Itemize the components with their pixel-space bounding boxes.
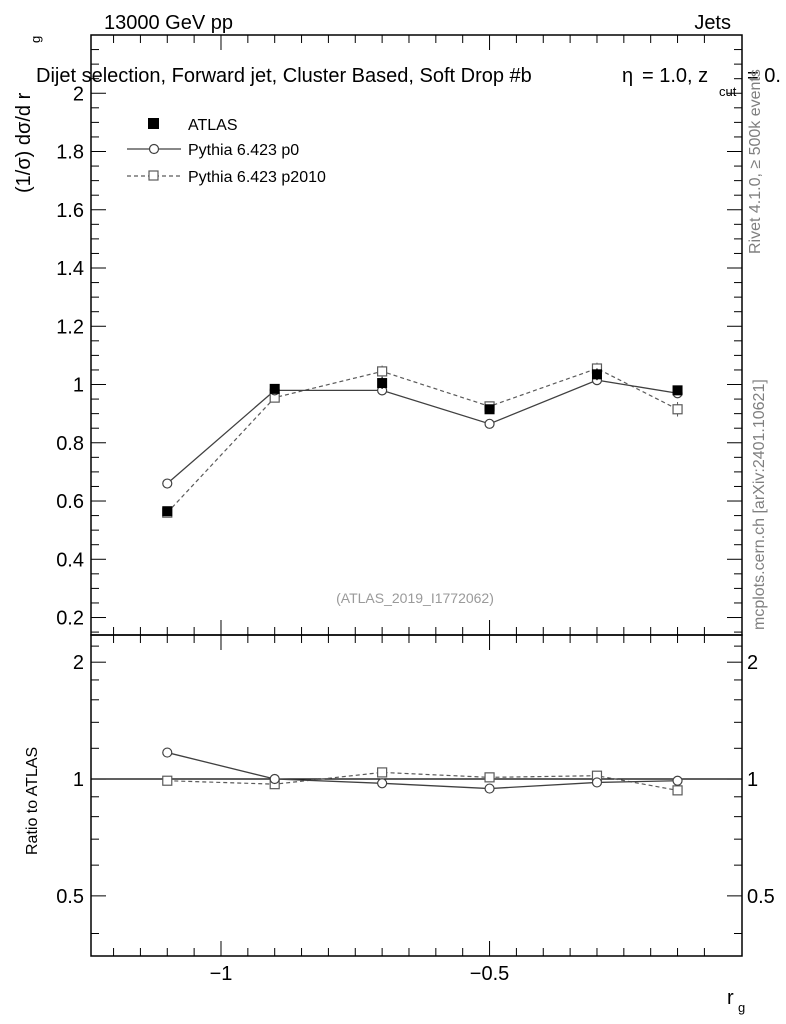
p0-point <box>484 418 495 429</box>
main-ylabel-text: (1/σ) dσ/d r <box>13 92 35 193</box>
axis-ticks <box>91 35 742 956</box>
ratio-p2010-point <box>162 775 173 786</box>
header-title: Dijet selection, Forward jet, Cluster Ba… <box>36 65 532 87</box>
main-ytick-label: 0.8 <box>56 433 84 455</box>
main-ytick-label: 0.6 <box>56 491 84 513</box>
atlas-point <box>591 369 602 380</box>
ratio-p0-point <box>672 775 683 786</box>
header-beta-glyph: η <box>622 65 633 87</box>
main-ytick-label: 1 <box>73 375 84 397</box>
legend-p2010-marker <box>148 170 159 181</box>
p2010-point <box>377 366 388 377</box>
ratio-p2010-point <box>484 772 495 783</box>
legend-atlas-marker <box>148 118 159 129</box>
ratio-ytick-label: 1 <box>73 769 84 791</box>
main-ytick-label: 0.4 <box>56 549 84 571</box>
p2010-line <box>166 367 678 514</box>
ratio-ytick-label: 2 <box>73 652 84 674</box>
ratio-p2010-line <box>167 771 678 791</box>
atlas-point <box>162 506 173 517</box>
main-ytick-label: 1.8 <box>56 142 84 164</box>
ratio-ytick-label-right: 2 <box>747 652 758 674</box>
ratio-p0-point <box>484 783 495 794</box>
header-title-end: = 0. <box>747 65 781 87</box>
data-marks <box>91 362 742 796</box>
ratio-p0-point <box>377 778 388 789</box>
main-ytick-label: 2 <box>73 83 84 105</box>
ratio-p0-point <box>162 747 173 758</box>
xtick-label: −1 <box>210 963 233 985</box>
rivet-label: Rivet 4.1.0, ≥ 500k events <box>747 69 764 254</box>
main-ytick-label: 0.2 <box>56 608 84 630</box>
ratio-p2010-point <box>377 767 388 778</box>
atlas-point <box>672 385 683 396</box>
p2010-point <box>672 404 683 415</box>
main-ytick-label: 1.6 <box>56 200 84 222</box>
legend-p2010-label: Pythia 6.423 p2010 <box>188 169 326 186</box>
legend-p0-label: Pythia 6.423 p0 <box>188 142 299 159</box>
main-ylabel: (1/σ) dσ/d r g <box>13 36 43 193</box>
legend-p0-marker <box>148 143 160 155</box>
ratio-p0-point <box>269 773 280 785</box>
header-right: Jets <box>694 12 731 34</box>
tick-labels: 0.2 0.4 0.6 0.8 1 1.2 1.4 1.6 1.8 2 −1 −0.5 0.5 0.5 1 1… <box>56 83 775 985</box>
ratio-p0-line <box>167 751 678 790</box>
header-title-sub: cut <box>719 84 737 99</box>
main-ytick-label: 1.4 <box>56 258 84 280</box>
xlabel: r <box>727 987 734 1009</box>
atlas-point <box>269 383 280 394</box>
legend: ATLAS Pythia 6.423 p0 Pythia 6.423 p2010 <box>127 117 326 186</box>
header-title-suffix: = 1.0, z <box>642 65 708 87</box>
ratio-ytick-label-right: 1 <box>747 769 758 791</box>
ratio-frame <box>90 634 743 957</box>
mcplots-label: mcplots.cern.ch [arXiv:2401.10621] <box>751 379 768 630</box>
xtick-label: −0.5 <box>470 963 509 985</box>
header-left: 13000 GeV pp <box>104 12 233 34</box>
atlas-point <box>484 404 495 415</box>
p0-point <box>162 478 173 489</box>
p0-line <box>166 379 678 485</box>
ratio-p2010-point <box>672 785 683 796</box>
xlabel-sub: g <box>738 1000 745 1015</box>
ratio-p0-point <box>591 777 603 788</box>
watermark: (ATLAS_2019_I1772062) <box>336 590 494 606</box>
ratio-ytick-label-right: 0.5 <box>747 886 775 908</box>
ratio-ylabel: Ratio to ATLAS <box>24 747 41 855</box>
legend-atlas-label: ATLAS <box>188 117 238 134</box>
ratio-ytick-label: 0.5 <box>56 886 84 908</box>
atlas-point <box>377 378 388 389</box>
main-ylabel-sub: g <box>28 36 43 43</box>
main-ytick-label: 1.2 <box>56 316 84 338</box>
